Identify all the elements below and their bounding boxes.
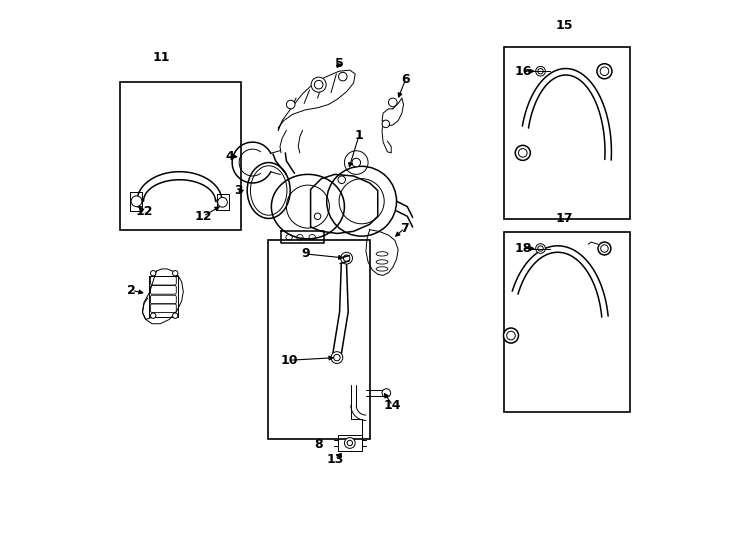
- Text: 9: 9: [301, 247, 310, 260]
- Circle shape: [311, 77, 326, 92]
- Circle shape: [338, 176, 346, 184]
- Circle shape: [538, 69, 543, 74]
- Text: 8: 8: [314, 438, 323, 451]
- Text: 11: 11: [153, 51, 170, 64]
- Bar: [268, 240, 370, 439]
- Text: 14: 14: [384, 399, 401, 412]
- Text: 18: 18: [514, 242, 531, 255]
- Circle shape: [331, 352, 343, 363]
- Text: 13: 13: [326, 453, 344, 465]
- Circle shape: [150, 271, 156, 276]
- Circle shape: [536, 244, 545, 253]
- Circle shape: [506, 331, 515, 340]
- Circle shape: [352, 158, 360, 167]
- Circle shape: [218, 198, 228, 207]
- Bar: [120, 82, 241, 230]
- Circle shape: [518, 148, 527, 157]
- Circle shape: [504, 328, 518, 343]
- Circle shape: [598, 242, 611, 255]
- Circle shape: [341, 252, 352, 264]
- Circle shape: [131, 196, 142, 207]
- Circle shape: [344, 255, 350, 261]
- Circle shape: [347, 440, 352, 445]
- Circle shape: [150, 313, 156, 319]
- Circle shape: [515, 145, 531, 160]
- Text: 3: 3: [233, 184, 242, 197]
- Circle shape: [382, 120, 390, 127]
- Circle shape: [388, 98, 397, 107]
- Circle shape: [334, 354, 340, 361]
- Text: 12: 12: [195, 210, 212, 223]
- Circle shape: [286, 100, 295, 109]
- Bar: [504, 232, 631, 413]
- Text: 7: 7: [400, 221, 409, 234]
- Circle shape: [172, 313, 178, 319]
- Circle shape: [600, 245, 608, 252]
- Text: 12: 12: [135, 206, 153, 219]
- Circle shape: [314, 80, 323, 89]
- Text: 2: 2: [127, 284, 136, 297]
- Circle shape: [314, 213, 321, 219]
- Circle shape: [382, 389, 390, 397]
- Text: 16: 16: [514, 65, 531, 78]
- Circle shape: [597, 64, 612, 79]
- Text: 17: 17: [556, 212, 573, 226]
- Text: 10: 10: [280, 354, 298, 367]
- Text: 4: 4: [225, 150, 234, 163]
- Circle shape: [536, 66, 545, 76]
- Circle shape: [338, 72, 347, 81]
- Text: 6: 6: [401, 73, 410, 86]
- Circle shape: [538, 246, 543, 251]
- Bar: [504, 47, 631, 219]
- Circle shape: [344, 437, 355, 448]
- Circle shape: [172, 271, 178, 276]
- Text: 5: 5: [335, 57, 344, 70]
- Text: 15: 15: [556, 19, 573, 32]
- Text: 1: 1: [355, 129, 363, 142]
- Circle shape: [600, 67, 608, 76]
